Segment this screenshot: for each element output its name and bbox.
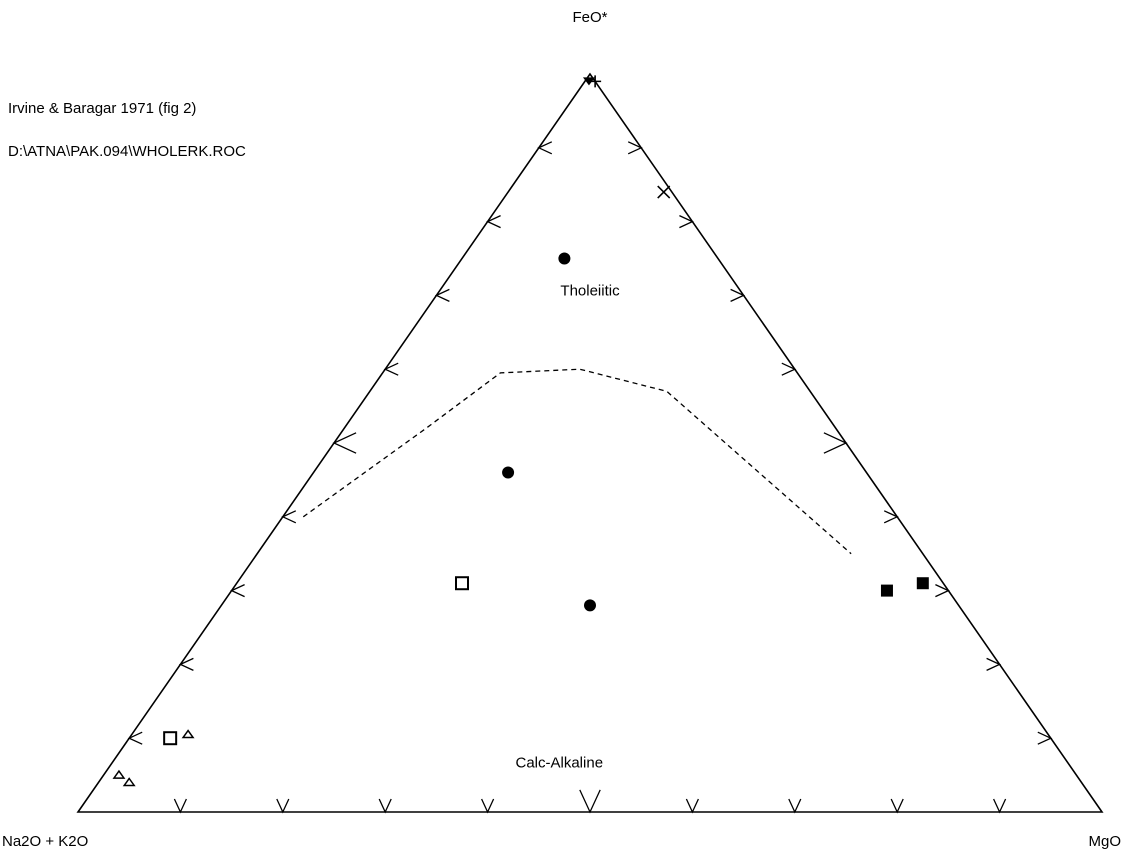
field-label-calc-alkaline: Calc-Alkaline xyxy=(516,755,604,772)
tick-bottom-10 xyxy=(173,798,187,814)
data-point-tri-up-open-12 xyxy=(122,777,136,787)
chart-file-path: D:\ATNA\PAK.094\WHOLERK.ROC xyxy=(8,143,246,160)
tick-left-50 xyxy=(332,432,357,454)
data-point-square-open-6 xyxy=(455,576,469,591)
tick-bottom-90 xyxy=(993,798,1007,814)
tick-bottom-30 xyxy=(378,798,392,814)
data-point-tri-up-open-10 xyxy=(181,729,195,739)
apex-label-alkali: Na2O + K2O xyxy=(2,833,88,850)
data-point-cross-2 xyxy=(657,185,671,199)
tick-marks xyxy=(127,141,1053,814)
ternary-frame xyxy=(76,72,1104,813)
data-point-circle-filled-4 xyxy=(502,466,515,479)
apex-label-mgo: MgO xyxy=(1088,833,1121,850)
data-point-plus-1 xyxy=(589,75,602,88)
data-point-circle-filled-3 xyxy=(558,252,571,265)
tick-bottom-60 xyxy=(685,798,699,814)
data-point-circle-filled-5 xyxy=(584,599,596,612)
tick-bottom-20 xyxy=(276,798,290,814)
chart-title: Irvine & Baragar 1971 (fig 2) xyxy=(8,100,197,117)
data-point-square-filled-8 xyxy=(916,577,929,590)
tick-bottom-50 xyxy=(579,789,601,814)
data-point-square-filled-7 xyxy=(880,584,893,597)
data-point-tri-down-filled-0 xyxy=(582,77,595,86)
tick-bottom-80 xyxy=(890,798,904,814)
tick-right-50 xyxy=(823,432,848,454)
tick-bottom-40 xyxy=(481,798,495,814)
data-point-square-open-9 xyxy=(163,731,178,746)
tholeiitic-calc-alkaline-boundary xyxy=(302,368,852,555)
apex-label-feo: FeO* xyxy=(572,9,607,26)
field-label-tholeiitic: Tholeiitic xyxy=(560,282,620,299)
data-point-tri-up-open-11 xyxy=(112,769,126,779)
data-points xyxy=(112,75,929,787)
tick-bottom-70 xyxy=(788,798,802,814)
